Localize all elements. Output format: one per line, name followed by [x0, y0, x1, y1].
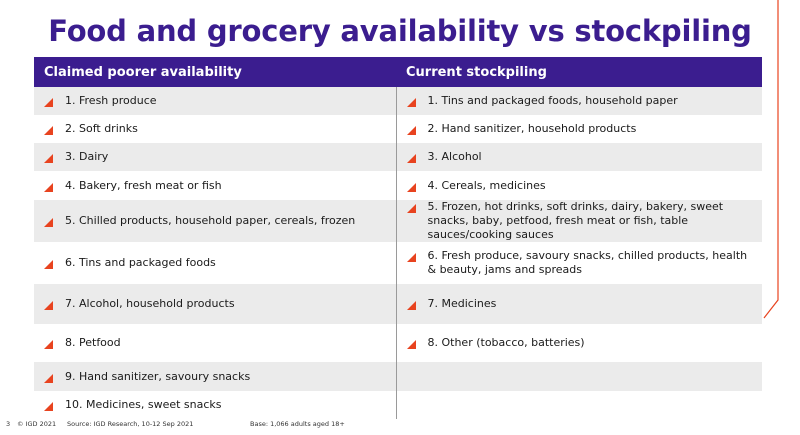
list-item: 3. Dairy: [44, 150, 390, 164]
header-claimed-poorer-availability: Claimed poorer availability: [34, 57, 396, 87]
list-item: 8. Other (tobacco, batteries): [406, 336, 757, 350]
availability-cell: 1. Fresh produce: [34, 87, 396, 115]
list-item: 5. Chilled products, household paper, ce…: [44, 214, 390, 228]
page-number: 3: [6, 420, 11, 428]
orange-triangle-bullet-icon: [406, 182, 416, 192]
list-item: 4. Cereals, medicines: [406, 178, 757, 193]
availability-cell: 2. Soft drinks: [34, 115, 396, 143]
list-item-label: 9. Hand sanitizer, savoury snacks: [65, 369, 251, 383]
list-item-label: 6. Fresh produce, savoury snacks, chille…: [427, 249, 748, 276]
orange-triangle-bullet-icon: [44, 153, 53, 163]
orange-triangle-bullet-icon: [406, 300, 416, 310]
list-item-label: 2. Hand sanitizer, household products: [427, 122, 637, 135]
list-item-label: 8. Other (tobacco, batteries): [427, 336, 585, 349]
list-item-label: 1. Fresh produce: [65, 94, 157, 107]
list-item-label: 3. Dairy: [65, 150, 109, 163]
comparison-table: Claimed poorer availability Current stoc…: [34, 57, 762, 419]
list-item-label: 8. Petfood: [65, 336, 121, 349]
stockpiling-cell: 2. Hand sanitizer, household products: [395, 115, 762, 143]
list-item-label: 4. Cereals, medicines: [427, 178, 546, 192]
list-item: 6. Fresh produce, savoury snacks, chille…: [406, 249, 757, 277]
stockpiling-cell: 3. Alcohol: [395, 143, 762, 171]
table-row: 7. Alcohol, household products 7. Medicin…: [34, 284, 762, 324]
list-item: 7. Alcohol, household products: [44, 297, 390, 311]
availability-cell: 4. Bakery, fresh meat or fish: [34, 171, 396, 200]
availability-cell: 3. Dairy: [34, 143, 396, 171]
table-row: 8. Petfood 8. Other (tobacco, batteries): [34, 324, 762, 362]
list-item: 8. Petfood: [44, 336, 390, 350]
availability-cell: 8. Petfood: [34, 324, 396, 362]
copyright: © IGD 2021: [17, 420, 57, 428]
orange-triangle-bullet-icon: [44, 339, 53, 349]
table-row: 4. Bakery, fresh meat or fish 4. Cereals,…: [34, 171, 762, 200]
table-row: 9. Hand sanitizer, savoury snacks: [34, 362, 762, 391]
orange-triangle-bullet-icon: [406, 252, 416, 262]
availability-cell: 7. Alcohol, household products: [34, 284, 396, 324]
table-body: 1. Fresh produce 1. Tins and packaged foo…: [34, 87, 762, 419]
base-note: Base: 1,066 adults aged 18+: [250, 420, 345, 428]
orange-triangle-bullet-icon: [44, 97, 53, 107]
list-item-label: 2. Soft drinks: [65, 122, 138, 135]
stockpiling-cell: 1. Tins and packaged foods, household pa…: [395, 87, 762, 115]
list-item-label: 5. Frozen, hot drinks, soft drinks, dair…: [427, 200, 724, 241]
orange-triangle-bullet-icon: [44, 259, 53, 269]
orange-triangle-bullet-icon: [406, 153, 416, 163]
table-row: 3. Dairy 3. Alcohol: [34, 143, 762, 171]
list-item: 2. Hand sanitizer, household products: [406, 122, 757, 136]
table-row: 6. Tins and packaged foods 6. Fresh produ…: [34, 242, 762, 284]
list-item-label: 10. Medicines, sweet snacks: [65, 398, 222, 411]
list-item-label: 4. Bakery, fresh meat or fish: [65, 178, 222, 192]
list-item: 1. Fresh produce: [44, 94, 390, 108]
list-item: 2. Soft drinks: [44, 122, 390, 136]
orange-triangle-bullet-icon: [406, 97, 416, 107]
availability-cell: 6. Tins and packaged foods: [34, 242, 396, 284]
table-row: 10. Medicines, sweet snacks: [34, 391, 762, 419]
table-row: 2. Soft drinks 2. Hand sanitizer, househo…: [34, 115, 762, 143]
source-note: Source: IGD Research, 10-12 Sep 2021: [67, 420, 194, 428]
stockpiling-cell: 7. Medicines: [395, 284, 762, 324]
list-item: 4. Bakery, fresh meat or fish: [44, 179, 390, 193]
stockpiling-cell: [395, 391, 762, 419]
list-item: 7. Medicines: [406, 297, 757, 311]
list-item: 10. Medicines, sweet snacks: [44, 398, 390, 412]
list-item: 6. Tins and packaged foods: [44, 256, 390, 270]
orange-triangle-bullet-icon: [44, 217, 53, 227]
list-item-label: 3. Alcohol: [427, 150, 482, 163]
list-item: 1. Tins and packaged foods, household pa…: [406, 94, 757, 108]
list-item-label: 7. Alcohol, household products: [65, 297, 235, 310]
list-item-label: 5. Chilled products, household paper, ce…: [65, 214, 356, 227]
list-item: 9. Hand sanitizer, savoury snacks: [44, 370, 390, 384]
stockpiling-cell: 5. Frozen, hot drinks, soft drinks, dair…: [395, 200, 762, 242]
header-current-stockpiling: Current stockpiling: [396, 57, 762, 87]
stockpiling-cell: 8. Other (tobacco, batteries): [395, 324, 762, 362]
availability-cell: 5. Chilled products, household paper, ce…: [34, 200, 396, 242]
table-row: 1. Fresh produce 1. Tins and packaged foo…: [34, 87, 762, 115]
list-item: 5. Frozen, hot drinks, soft drinks, dair…: [406, 200, 757, 242]
availability-cell: 9. Hand sanitizer, savoury snacks: [34, 362, 396, 391]
orange-triangle-bullet-icon: [406, 203, 416, 213]
list-item-label: 7. Medicines: [427, 297, 497, 310]
table-row: 5. Chilled products, household paper, ce…: [34, 200, 762, 242]
stockpiling-cell: 6. Fresh produce, savoury snacks, chille…: [395, 242, 762, 284]
orange-triangle-bullet-icon: [44, 125, 53, 135]
list-item: 3. Alcohol: [406, 150, 757, 164]
orange-triangle-bullet-icon: [44, 373, 53, 383]
orange-triangle-bullet-icon: [44, 300, 53, 310]
orange-triangle-bullet-icon: [44, 401, 53, 411]
list-item-label: 6. Tins and packaged foods: [65, 256, 216, 269]
table-header-row: Claimed poorer availability Current stoc…: [34, 57, 762, 87]
orange-triangle-bullet-icon: [406, 339, 416, 349]
stockpiling-cell: [395, 362, 762, 391]
availability-cell: 10. Medicines, sweet snacks: [34, 391, 396, 419]
orange-triangle-bullet-icon: [406, 125, 416, 135]
page-title: Food and grocery availability vs stockpi…: [48, 14, 752, 48]
orange-triangle-bullet-icon: [44, 182, 53, 192]
stockpiling-cell: 4. Cereals, medicines: [395, 171, 762, 200]
list-item-label: 1. Tins and packaged foods, household pa…: [427, 94, 678, 107]
